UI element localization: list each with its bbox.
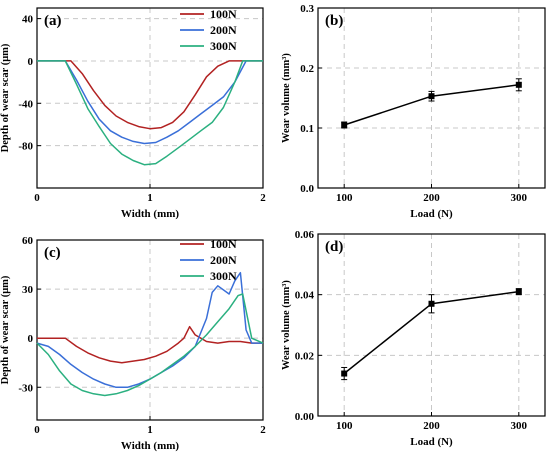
data-point: [341, 122, 348, 128]
x-tick-label: 200: [423, 192, 440, 204]
y-tick-label: 0.3: [300, 3, 314, 15]
y-tick-label: 0: [28, 333, 34, 345]
x-axis-title: Load (N): [410, 208, 453, 220]
data-point: [341, 370, 348, 377]
x-tick-label: 1: [147, 424, 153, 436]
panel-label: (a): [44, 13, 62, 29]
series-line-200N: [37, 60, 263, 145]
y-tick-label: 30: [22, 284, 34, 296]
y-tick-label: 0.2: [300, 63, 314, 75]
y-tick-label: 0.02: [295, 350, 315, 362]
panel-label: (b): [325, 13, 343, 29]
x-tick-label: 300: [511, 192, 528, 204]
x-tick-label: 0: [34, 192, 40, 204]
y-tick-label: 0.0: [300, 183, 314, 195]
y-tick-label: 0.1: [300, 123, 314, 135]
legend: 100N 200N 300N: [180, 7, 237, 53]
chart-panel-a: 0 1 2 40 0 -40 -80 Width (mm) Depth of wear scar…: [0, 7, 266, 220]
y-tick-label: 0.04: [295, 290, 315, 302]
legend-label-300N: 300N: [210, 39, 237, 53]
chart-panel-b: 100 200 300 0.0 0.1 0.2 0.3 Load (N) Wear volume…: [281, 3, 546, 220]
x-axis-title: Width (mm): [121, 208, 179, 220]
panel-label: (c): [44, 245, 61, 261]
y-tick-label: 0: [28, 56, 34, 68]
x-tick-label: 100: [336, 192, 353, 204]
legend-label-300N: 300N: [210, 269, 237, 283]
y-axis-title: Depth of wear scar (μm): [0, 43, 11, 152]
panel-label: (d): [325, 239, 343, 255]
chart-panel-c: 0 1 2 60 30 0 -30 Width (mm) Depth of wear scar …: [0, 235, 266, 452]
x-tick-label: 200: [423, 420, 440, 432]
x-tick-label: 300: [511, 420, 528, 432]
chart-panel-d: 100 200 300 0.00 0.02 0.04 0.06 Load (N) Wear vo…: [281, 229, 546, 448]
series-line-100N: [37, 325, 263, 364]
y-tick-label: 0.00: [295, 411, 315, 423]
y-tick-label: -30: [18, 382, 33, 394]
data-point: [428, 93, 435, 100]
y-tick-label: -40: [18, 98, 33, 110]
x-axis-title: Load (N): [410, 436, 453, 448]
series-line-300N: [36, 293, 264, 397]
y-tick-label: 60: [22, 235, 34, 247]
series-line-300N: [37, 60, 263, 166]
y-axis-title: Wear volume (mm³): [281, 53, 292, 143]
x-tick-label: 2: [260, 424, 266, 436]
series-line-100N: [37, 60, 263, 130]
y-axis-title: Wear volume (mm³): [281, 280, 292, 370]
y-tick-label: 40: [22, 14, 34, 26]
x-tick-label: 100: [336, 420, 353, 432]
data-point: [515, 81, 522, 88]
y-tick-label: 0.06: [295, 229, 315, 241]
x-tick-label: 2: [260, 192, 266, 204]
x-axis-title: Width (mm): [121, 440, 179, 452]
legend-label-100N: 100N: [210, 7, 237, 21]
legend: 100N 200N 300N: [180, 237, 237, 283]
legend-label-100N: 100N: [210, 237, 237, 251]
y-axis-title: Depth of wear scar (μm): [0, 275, 11, 384]
y-tick-label: -80: [18, 141, 33, 153]
x-tick-label: 1: [147, 192, 153, 204]
legend-label-200N: 200N: [210, 23, 237, 37]
data-point: [515, 288, 522, 295]
legend-label-200N: 200N: [210, 253, 237, 267]
data-point: [428, 300, 435, 307]
x-tick-label: 0: [34, 424, 40, 436]
